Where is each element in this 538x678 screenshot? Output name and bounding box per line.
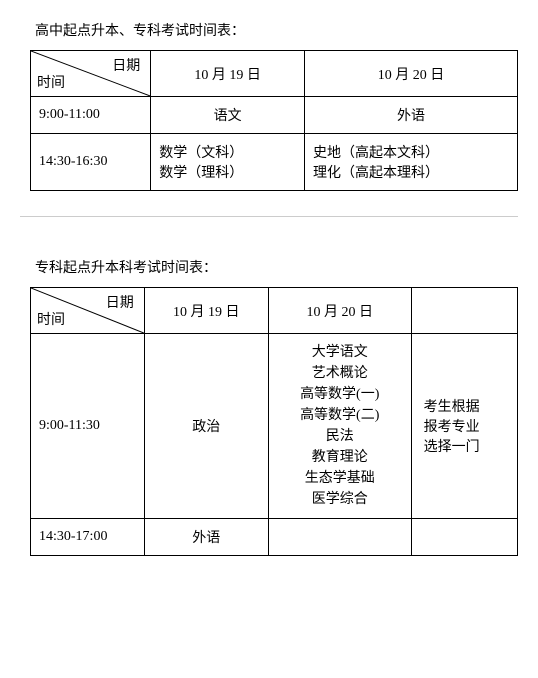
diagonal-header-cell: 日期 时间 (31, 51, 151, 97)
note-cell: 考生根据 报考专业 选择一门 (411, 334, 517, 519)
subject-text: 数学（理科） (159, 166, 243, 181)
subject-item: 高等数学(一) (300, 387, 379, 402)
time-cell: 14:30-17:00 (31, 519, 145, 556)
note-text: 报考专业 (424, 420, 480, 435)
subject-item: 大学语文 (312, 345, 368, 360)
subject-item: 教育理论 (312, 450, 368, 465)
subject-text: 数学（文科） (159, 146, 243, 161)
date-col-2: 10 月 20 日 (304, 51, 517, 97)
subject-cell: 语文 (151, 97, 305, 134)
subject-item: 艺术概论 (312, 366, 368, 381)
header-date-label: 日期 (106, 292, 134, 312)
subject-item: 高等数学(二) (300, 408, 379, 423)
table-row: 9:00-11:30 政治 大学语文 艺术概论 高等数学(一) 高等数学(二) … (31, 334, 518, 519)
date-col-1: 10 月 19 日 (144, 288, 268, 334)
schedule-table-1: 日期 时间 10 月 19 日 10 月 20 日 9:00-11:00 语文 … (30, 50, 518, 191)
diagonal-header-cell: 日期 时间 (31, 288, 145, 334)
section-divider (20, 216, 518, 217)
header-time-label: 时间 (37, 72, 65, 92)
date-col-2-ext (411, 288, 517, 334)
header-date-label: 日期 (112, 55, 140, 75)
table-row: 14:30-16:30 数学（文科） 数学（理科） 史地（高起本文科） 理化（高… (31, 134, 518, 191)
subject-item: 医学综合 (312, 492, 368, 507)
empty-cell (268, 519, 411, 556)
schedule-table-2: 日期 时间 10 月 19 日 10 月 20 日 9:00-11:30 政治 … (30, 287, 518, 556)
subject-cell: 史地（高起本文科） 理化（高起本理科） (304, 134, 517, 191)
note-text: 考生根据 (424, 400, 480, 415)
subject-cell: 外语 (144, 519, 268, 556)
subject-item: 民法 (326, 429, 354, 444)
time-cell: 14:30-16:30 (31, 134, 151, 191)
subject-list-cell: 大学语文 艺术概论 高等数学(一) 高等数学(二) 民法 教育理论 生态学基础 … (268, 334, 411, 519)
table-header-row: 日期 时间 10 月 19 日 10 月 20 日 (31, 51, 518, 97)
header-time-label: 时间 (37, 309, 65, 329)
table-header-row: 日期 时间 10 月 19 日 10 月 20 日 (31, 288, 518, 334)
table2-title: 专科起点升本科考试时间表： (35, 257, 518, 277)
date-col-1: 10 月 19 日 (151, 51, 305, 97)
table-row: 14:30-17:00 外语 (31, 519, 518, 556)
time-cell: 9:00-11:00 (31, 97, 151, 134)
empty-cell (411, 519, 517, 556)
subject-text: 史地（高起本文科） (313, 146, 439, 161)
table-row: 9:00-11:00 语文 外语 (31, 97, 518, 134)
note-text: 选择一门 (424, 440, 480, 455)
table1-title: 高中起点升本、专科考试时间表： (35, 20, 518, 40)
subject-cell: 数学（文科） 数学（理科） (151, 134, 305, 191)
date-col-2: 10 月 20 日 (268, 288, 411, 334)
subject-item: 生态学基础 (305, 471, 375, 486)
subject-text: 理化（高起本理科） (313, 166, 439, 181)
subject-cell: 政治 (144, 334, 268, 519)
subject-cell: 外语 (304, 97, 517, 134)
time-cell: 9:00-11:30 (31, 334, 145, 519)
